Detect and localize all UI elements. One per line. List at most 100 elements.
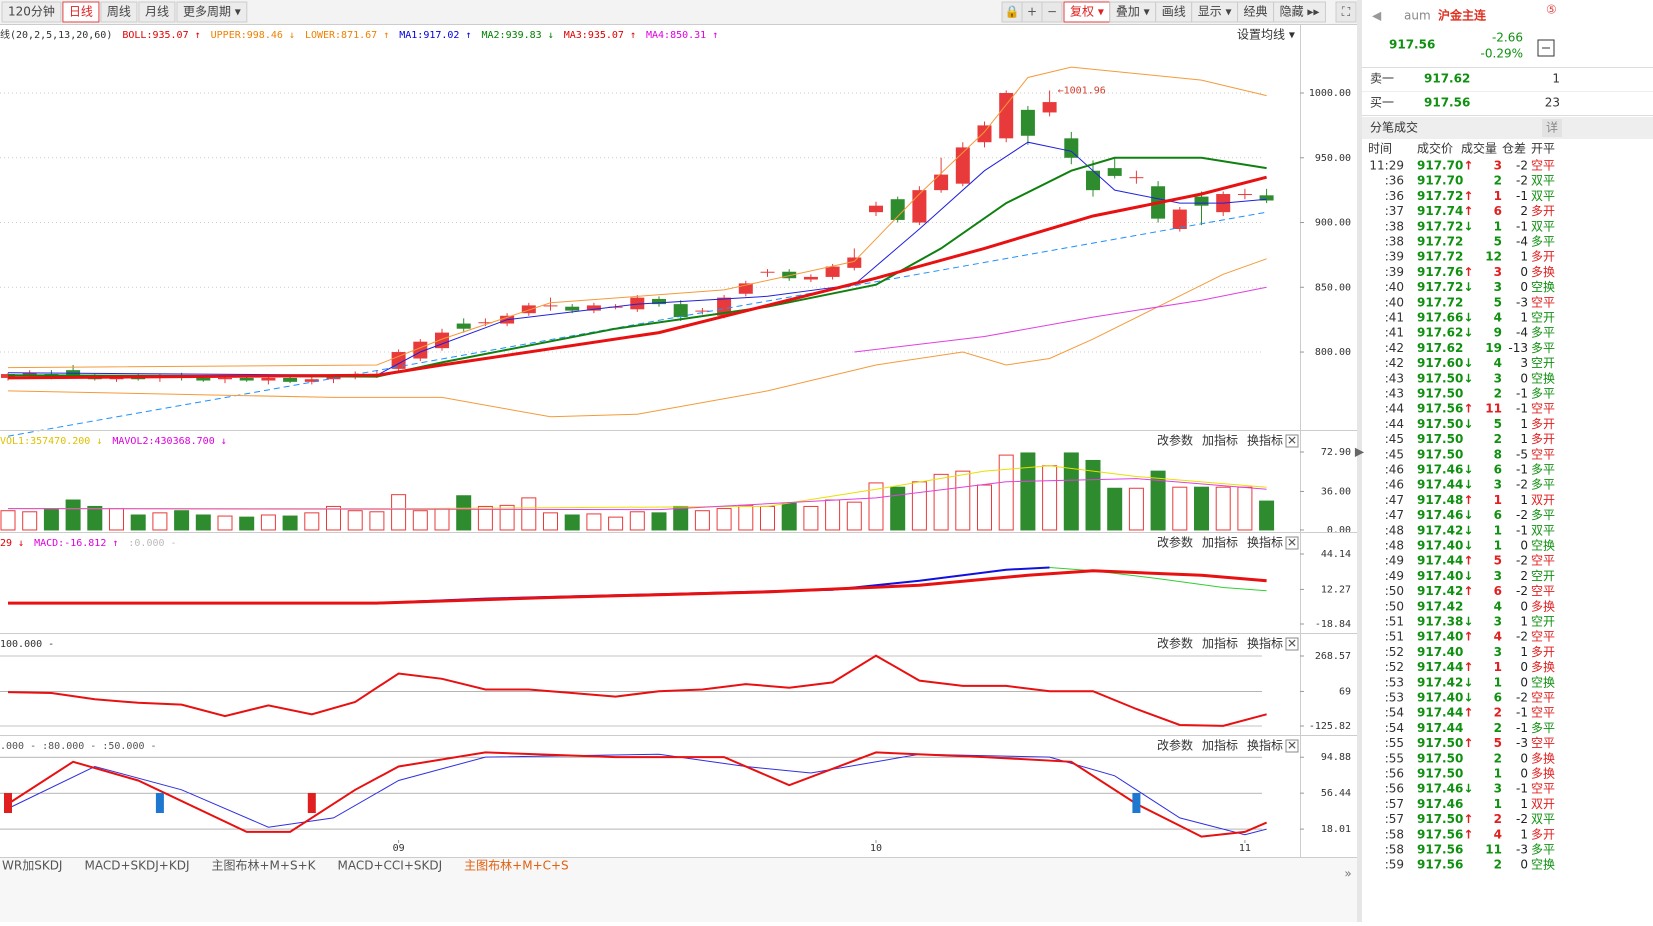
trade-time: :41	[1385, 326, 1404, 340]
trade-time: :37	[1385, 204, 1404, 218]
trade-price: 917.70	[1417, 159, 1463, 173]
trade-type: 多开	[1531, 417, 1555, 431]
period-tab[interactable]	[176, 1, 248, 23]
settings-button[interactable]: 设置均线 ▾	[1237, 28, 1295, 42]
panel-close[interactable]	[1285, 536, 1299, 550]
trade-type: 双平	[1531, 523, 1555, 537]
fullscreen-button[interactable]	[1335, 1, 1357, 23]
volume-bar	[586, 513, 602, 531]
indicator-label: 29 ↓	[0, 538, 24, 549]
panel-button[interactable]: 改参数	[1157, 738, 1193, 753]
period-tab[interactable]	[138, 1, 176, 23]
trade-time: :48	[1385, 523, 1404, 537]
position-change: -2	[1516, 584, 1528, 598]
indicator-label: :0.000 -	[128, 538, 176, 549]
position-change: 0	[1520, 751, 1528, 765]
volume-bar	[564, 514, 580, 531]
position-change: 0	[1520, 371, 1528, 385]
volume-bar	[1194, 486, 1209, 531]
candle-body	[283, 377, 298, 382]
panel-button[interactable]: 加指标	[1202, 535, 1238, 550]
trade-type: 空平	[1531, 447, 1555, 461]
trade-time: :49	[1385, 569, 1404, 583]
column-header: 成交价	[1417, 141, 1453, 156]
trade-type: 空平	[1531, 402, 1555, 416]
panel-close[interactable]	[1285, 739, 1299, 753]
trade-arrow: ↓	[1463, 326, 1473, 340]
trade-volume: 1	[1494, 767, 1502, 781]
column-header: 时间	[1368, 142, 1392, 156]
tool-button[interactable]	[1273, 1, 1326, 23]
trade-time: :44	[1385, 402, 1404, 416]
info-icon[interactable]: ⑤	[1546, 3, 1557, 17]
trade-type: 多平	[1531, 235, 1555, 249]
splitter[interactable]	[1357, 0, 1362, 922]
detail-label[interactable]: 详	[1546, 120, 1558, 135]
trade-time: :39	[1385, 250, 1404, 264]
volume-bar	[239, 516, 255, 531]
trade-price: 917.50	[1417, 371, 1463, 385]
formula-tab[interactable]: 主图布林+M+S+K	[211, 859, 316, 873]
trade-volume: 3	[1494, 782, 1502, 796]
candle-body	[1237, 194, 1252, 196]
trade-time: :57	[1385, 797, 1404, 811]
trade-price: 917.44	[1417, 478, 1463, 492]
trade-price: 917.62	[1417, 341, 1463, 355]
position-change: 1	[1520, 797, 1528, 811]
indicator-line	[7, 751, 1267, 838]
trade-arrow: ↓	[1463, 371, 1473, 385]
panel-button[interactable]: 加指标	[1202, 636, 1238, 651]
period-tab[interactable]	[62, 1, 100, 23]
panel-button[interactable]: 加指标	[1202, 433, 1238, 448]
panel-button[interactable]: 换指标	[1247, 738, 1283, 753]
detail-button[interactable]	[1542, 119, 1562, 137]
tabs-scroll[interactable]: »	[1344, 867, 1351, 881]
position-change: -3	[1516, 295, 1528, 309]
position-change: 1	[1520, 250, 1528, 264]
trade-price: 917.46	[1417, 508, 1463, 522]
volume-bar	[977, 484, 992, 531]
panel-button[interactable]: 换指标	[1247, 535, 1283, 550]
position-change: 1	[1520, 615, 1528, 629]
panel-button[interactable]: 换指标	[1247, 636, 1283, 651]
bid-price: 917.56	[1424, 96, 1470, 110]
formula-tab[interactable]: 主图布林+M+C+S	[464, 859, 569, 873]
panel-button[interactable]: 改参数	[1157, 433, 1193, 448]
panel-close[interactable]	[1285, 637, 1299, 651]
trade-arrow: ↓	[1463, 463, 1473, 477]
trade-price: 917.44	[1417, 660, 1463, 674]
position-change: -1	[1516, 387, 1528, 401]
y-tick-label: 900.00	[1315, 218, 1351, 229]
trade-time: :44	[1385, 417, 1404, 431]
candle-body	[977, 125, 992, 143]
tool-label: 显示 ▾	[1198, 5, 1232, 19]
formula-tab[interactable]: WR加SKDJ	[2, 859, 62, 873]
ask-label: 卖一	[1370, 72, 1394, 86]
tool-label: 隐藏 ▸▸	[1280, 5, 1320, 19]
period-tab[interactable]	[1, 1, 62, 23]
trade-type: 多换	[1531, 265, 1555, 279]
panel-button[interactable]: 改参数	[1157, 535, 1193, 550]
formula-tab[interactable]: MACD+SKDJ+KDJ	[84, 859, 189, 873]
panel-button[interactable]: 换指标	[1247, 433, 1283, 448]
zoom-out-button[interactable]	[1041, 1, 1063, 23]
indicator-label: LOWER:871.67 ↑	[305, 30, 389, 41]
position-change: 2	[1520, 569, 1528, 583]
panel-button[interactable]: 加指标	[1202, 738, 1238, 753]
candle-body	[1020, 109, 1035, 136]
panel-button[interactable]: 改参数	[1157, 636, 1193, 651]
position-change: 0	[1520, 660, 1528, 674]
back-arrow[interactable]: ◀	[1372, 9, 1382, 23]
panel-close[interactable]	[1285, 434, 1299, 448]
trade-price: 917.40	[1417, 569, 1463, 583]
trade-type: 多开	[1531, 204, 1555, 218]
formula-tab[interactable]: MACD+CCI+SKDJ	[338, 859, 443, 873]
trade-price: 917.44	[1417, 721, 1463, 735]
trade-time: :56	[1385, 767, 1404, 781]
y-tick-label: 56.44	[1321, 788, 1351, 799]
volume-bar	[195, 514, 211, 531]
y-tick-label: 850.00	[1315, 282, 1351, 293]
trade-arrow: ↑	[1463, 159, 1473, 173]
trade-type: 多开	[1531, 827, 1555, 841]
period-tab[interactable]	[100, 1, 138, 23]
